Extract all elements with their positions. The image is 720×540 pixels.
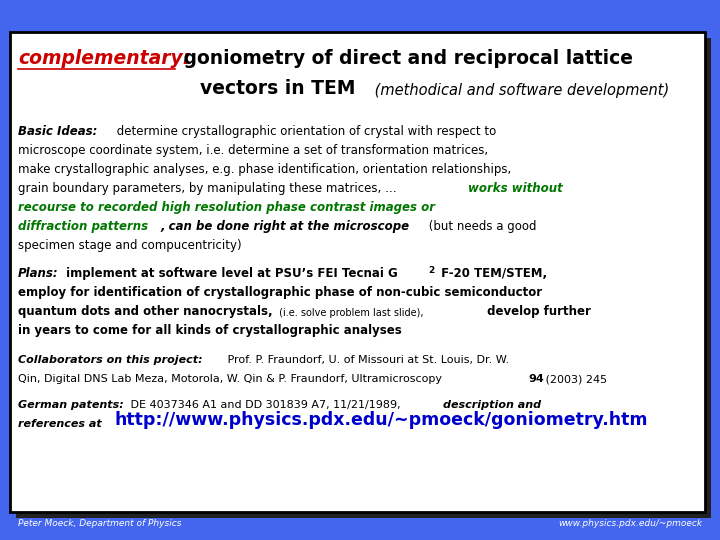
Text: goniometry of direct and reciprocal lattice: goniometry of direct and reciprocal latt…	[177, 49, 633, 68]
Text: in years to come for all kinds of crystallographic analyses: in years to come for all kinds of crysta…	[18, 324, 402, 337]
Text: vectors in TEM: vectors in TEM	[200, 79, 356, 98]
Text: diffraction patterns: diffraction patterns	[18, 220, 148, 233]
Text: works without: works without	[468, 182, 563, 195]
Text: Basic Ideas:: Basic Ideas:	[18, 125, 97, 138]
Text: quantum dots and other nanocrystals,: quantum dots and other nanocrystals,	[18, 305, 273, 318]
Text: (2003) 245: (2003) 245	[542, 374, 607, 384]
Text: DE 4037346 A1 and DD 301839 A7, 11/21/1989,: DE 4037346 A1 and DD 301839 A7, 11/21/19…	[127, 400, 404, 410]
Text: www.physics.pdx.edu/~pmoeck: www.physics.pdx.edu/~pmoeck	[558, 519, 702, 528]
Text: determine crystallographic orientation of crystal with respect to: determine crystallographic orientation o…	[113, 125, 496, 138]
Text: , can be done right at the microscope: , can be done right at the microscope	[160, 220, 409, 233]
Text: description and: description and	[443, 400, 541, 410]
Text: (but needs a good: (but needs a good	[425, 220, 536, 233]
Text: (methodical and software development): (methodical and software development)	[370, 83, 670, 98]
Text: employ for identification of crystallographic phase of non-cubic semiconductor: employ for identification of crystallogr…	[18, 286, 542, 299]
Text: specimen stage and compucentricity): specimen stage and compucentricity)	[18, 239, 242, 252]
Text: references at: references at	[18, 419, 106, 429]
Text: F-20 TEM/STEM,: F-20 TEM/STEM,	[437, 267, 547, 280]
Text: German patents:: German patents:	[18, 400, 124, 410]
Text: Peter Moeck, Department of Physics: Peter Moeck, Department of Physics	[18, 519, 181, 528]
Text: Collaborators on this project:: Collaborators on this project:	[18, 355, 202, 365]
Text: Qin, Digital DNS Lab Meza, Motorola, W. Qin & P. Fraundorf, Ultramicroscopy: Qin, Digital DNS Lab Meza, Motorola, W. …	[18, 374, 446, 384]
Text: 94: 94	[528, 374, 544, 384]
Text: Prof. P. Fraundorf, U. of Missouri at St. Louis, Dr. W.: Prof. P. Fraundorf, U. of Missouri at St…	[224, 355, 509, 365]
Text: make crystallographic analyses, e.g. phase identification, orientation relations: make crystallographic analyses, e.g. pha…	[18, 163, 511, 176]
Text: microscope coordinate system, i.e. determine a set of transformation matrices,: microscope coordinate system, i.e. deter…	[18, 144, 488, 157]
Bar	[10, 32, 705, 512]
Text: complementary:: complementary:	[18, 49, 190, 68]
Text: Plans:: Plans:	[18, 267, 58, 280]
Text: implement at software level at PSU’s FEI Tecnai G: implement at software level at PSU’s FEI…	[62, 267, 397, 280]
Text: develop further: develop further	[483, 305, 591, 318]
Text: 2: 2	[428, 266, 434, 275]
Text: (i.e. solve problem last slide),: (i.e. solve problem last slide),	[276, 308, 423, 318]
Text: http://www.physics.pdx.edu/~pmoeck/goniometry.htm: http://www.physics.pdx.edu/~pmoeck/gonio…	[115, 411, 649, 429]
Bar	[16, 38, 711, 518]
Text: recourse to recorded high resolution phase contrast images or: recourse to recorded high resolution pha…	[18, 201, 435, 214]
Text: grain boundary parameters, by manipulating these matrices, …: grain boundary parameters, by manipulati…	[18, 182, 404, 195]
